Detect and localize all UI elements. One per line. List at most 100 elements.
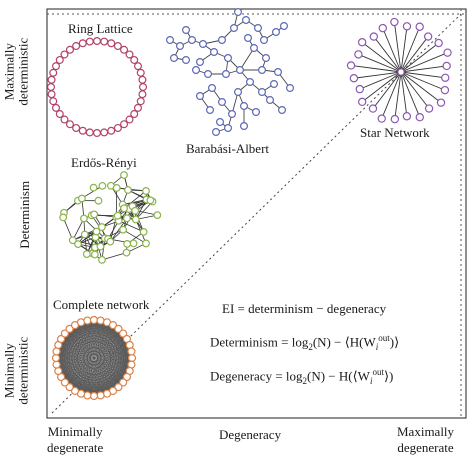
ring-node: [130, 55, 139, 64]
er-node: [98, 181, 107, 190]
er-node: [124, 186, 132, 194]
ba-node: [216, 117, 225, 126]
y-axis-top-line1: Maximally: [1, 43, 17, 101]
ring-node: [52, 62, 61, 71]
er-node: [68, 236, 77, 245]
determinism-equation: Determinism = log2(N) − ⟨H(Wiout)⟩: [210, 334, 399, 352]
ring-node: [120, 45, 129, 54]
complete-node: [114, 324, 123, 333]
ring-node: [60, 115, 69, 124]
frame-grid: [46, 8, 467, 419]
complete-edge: [100, 351, 132, 396]
complete-edge: [100, 344, 130, 396]
star-edge: [359, 71, 402, 90]
ring-node: [92, 36, 101, 45]
er-node: [146, 196, 155, 205]
complete-node: [70, 386, 80, 396]
ring-node: [55, 110, 64, 119]
er-edge: [62, 217, 74, 241]
ring-node: [125, 50, 134, 59]
star-edge: [361, 71, 402, 103]
er-edge: [101, 217, 128, 228]
star-leaf-node: [441, 73, 450, 82]
ring-node: [65, 120, 74, 129]
ring-node: [49, 68, 58, 77]
ring-node: [130, 110, 139, 119]
star-edge: [400, 52, 448, 73]
star-leaf-node: [346, 61, 356, 70]
er-edge: [109, 218, 128, 242]
complete-edge: [61, 333, 124, 340]
ba-node: [228, 109, 237, 118]
star-edge: [400, 71, 446, 79]
star-network-title: Star Network: [360, 125, 430, 140]
degeneracy-eq-w-sup: out: [372, 367, 384, 377]
er-node: [59, 213, 68, 222]
x-axis-left-line2: degenerate: [47, 440, 104, 455]
complete-node: [122, 372, 132, 382]
complete-node: [119, 378, 128, 387]
star-leaf-node: [402, 112, 412, 121]
complete-edge: [61, 351, 132, 378]
ba-node: [224, 123, 233, 132]
ring-node: [138, 75, 147, 84]
complete-node: [89, 391, 99, 401]
complete-node: [56, 334, 66, 344]
ba-node: [244, 33, 253, 42]
ba-node: [212, 128, 221, 137]
erdos-renyi-title: Erdős-Rényi: [71, 155, 137, 170]
ba-node: [280, 22, 289, 31]
complete-edge: [69, 328, 132, 352]
ring-lattice-title: Ring Lattice: [68, 21, 133, 36]
complete-edge: [106, 338, 128, 394]
complete-edge: [61, 338, 132, 352]
complete-node: [52, 360, 61, 369]
ring-node: [49, 97, 58, 106]
ba-node: [266, 95, 275, 104]
y-axis-bottom-line1: Minimally: [1, 343, 17, 399]
star-leaf-node: [357, 97, 367, 107]
er-edge: [72, 218, 85, 241]
er-node: [80, 214, 88, 223]
ba-node: [236, 65, 245, 74]
complete-network-title: Complete network: [53, 297, 150, 312]
complete-edge: [87, 320, 132, 352]
ba-node: [286, 83, 295, 92]
ring-node: [133, 103, 142, 112]
complete-edge: [69, 351, 132, 388]
ba-node: [262, 53, 271, 62]
ba-node: [170, 53, 179, 62]
star-edge: [400, 71, 430, 109]
star-leaf-node: [369, 32, 378, 41]
er-node: [78, 194, 86, 203]
ba-node: [234, 87, 243, 96]
ba-node: [250, 43, 259, 52]
complete-node: [89, 315, 99, 325]
ba-node: [192, 65, 201, 74]
determinism-eq-log-base: 2: [308, 341, 313, 352]
er-node: [142, 239, 150, 248]
star-edge: [400, 26, 421, 73]
ba-node: [240, 121, 249, 130]
ba-node: [210, 47, 219, 56]
complete-node: [108, 320, 118, 330]
er-node: [94, 196, 103, 205]
er-node: [153, 211, 162, 220]
ring-node: [113, 42, 122, 51]
star-edge: [393, 21, 402, 73]
complete-network: [51, 315, 137, 401]
ba-node: [218, 97, 227, 106]
er-node: [122, 248, 131, 257]
star-edge: [394, 71, 402, 120]
ba-node: [222, 69, 231, 78]
star-leaf-node: [390, 114, 400, 124]
star-network: [346, 17, 452, 124]
y-axis-bottom-label: Minimally deterministic: [1, 336, 30, 406]
er-node: [97, 223, 106, 231]
x-axis-right-line1: Maximally: [397, 424, 455, 439]
ba-node: [206, 105, 215, 114]
ring-node: [78, 39, 87, 48]
complete-edge: [69, 328, 130, 346]
y-axis-top-line2: deterministic: [15, 37, 30, 106]
star-leaf-node: [357, 38, 367, 47]
